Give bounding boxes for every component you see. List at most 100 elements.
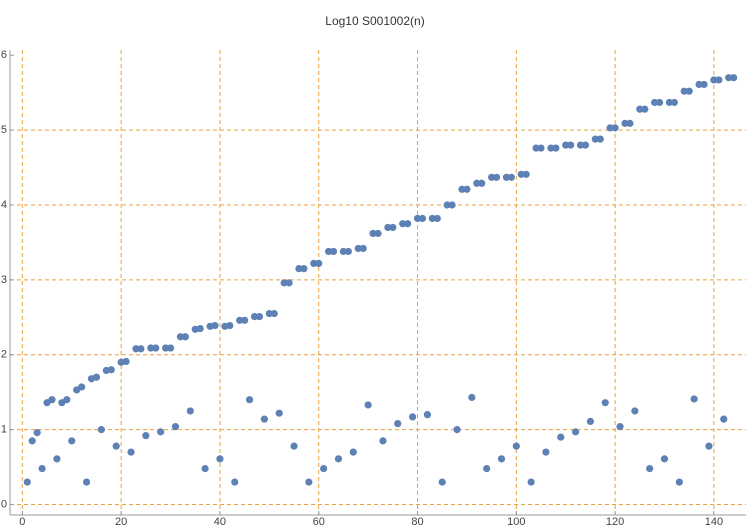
- point: [28, 437, 36, 445]
- point: [280, 279, 288, 287]
- x-tick-label: 60: [313, 516, 325, 528]
- point: [137, 345, 145, 353]
- x-tick-label: 20: [115, 516, 127, 528]
- point: [660, 455, 669, 463]
- point: [112, 442, 120, 450]
- point: [715, 76, 723, 84]
- point: [38, 464, 46, 473]
- point: [315, 259, 323, 268]
- point: [394, 420, 402, 428]
- point: [186, 407, 194, 415]
- point: [532, 144, 540, 152]
- y-tick-label: 5: [1, 124, 7, 136]
- point: [478, 179, 486, 187]
- point: [626, 119, 634, 127]
- point: [567, 141, 575, 149]
- point: [176, 333, 185, 341]
- y-tick-label: 4: [1, 199, 7, 211]
- x-tick-label: 140: [705, 516, 723, 528]
- point: [557, 433, 565, 441]
- point: [547, 144, 555, 152]
- point: [453, 426, 461, 434]
- point: [448, 201, 456, 209]
- point: [374, 229, 382, 238]
- point: [399, 220, 407, 228]
- point: [680, 87, 688, 95]
- point: [127, 448, 135, 456]
- point: [196, 324, 204, 333]
- point: [359, 244, 367, 253]
- point: [408, 413, 417, 421]
- point: [413, 214, 422, 223]
- point: [329, 247, 338, 256]
- point: [255, 312, 264, 321]
- point: [665, 98, 674, 107]
- point: [241, 316, 249, 324]
- point: [423, 411, 431, 419]
- point: [730, 74, 738, 82]
- point: [473, 179, 481, 187]
- point: [78, 383, 86, 391]
- point: [586, 417, 595, 426]
- point: [265, 309, 273, 318]
- point: [334, 455, 343, 463]
- point: [581, 141, 590, 149]
- point: [458, 185, 466, 193]
- point: [468, 393, 476, 402]
- point: [107, 366, 115, 374]
- point: [675, 478, 683, 486]
- point: [433, 214, 441, 223]
- point: [591, 135, 599, 143]
- x-tick-label: 80: [411, 516, 423, 528]
- point: [527, 478, 535, 486]
- point: [211, 321, 219, 330]
- point: [147, 344, 155, 352]
- point: [122, 357, 130, 366]
- point: [483, 464, 491, 473]
- point: [685, 87, 693, 95]
- point: [562, 141, 570, 149]
- point: [690, 395, 698, 403]
- point: [670, 98, 678, 107]
- point: [53, 455, 61, 463]
- point: [250, 312, 259, 321]
- y-tick-label: 6: [1, 49, 7, 61]
- x-tick-label: 40: [214, 516, 226, 528]
- point: [384, 223, 392, 232]
- point: [720, 415, 728, 423]
- x-tick-label: 0: [19, 516, 25, 528]
- point: [606, 124, 614, 132]
- point: [339, 247, 348, 256]
- point: [236, 316, 244, 324]
- point: [349, 448, 357, 456]
- point: [245, 396, 254, 404]
- point: [290, 442, 298, 450]
- point: [270, 309, 278, 318]
- point: [705, 442, 713, 450]
- point: [542, 448, 550, 456]
- chart-title: Log10 S001002(n): [325, 14, 424, 28]
- point: [522, 170, 530, 178]
- point: [152, 344, 160, 352]
- x-tick-label: 100: [507, 516, 525, 528]
- point: [497, 455, 506, 463]
- point: [418, 214, 427, 223]
- point: [226, 321, 234, 330]
- point: [507, 173, 515, 181]
- point: [260, 415, 268, 423]
- point: [379, 437, 387, 445]
- point: [700, 80, 708, 89]
- point: [636, 105, 644, 113]
- point: [621, 119, 629, 127]
- point: [517, 170, 525, 178]
- point: [295, 265, 303, 273]
- point: [275, 409, 283, 417]
- point: [601, 399, 609, 407]
- point: [310, 259, 318, 268]
- point: [300, 265, 308, 273]
- y-tick-label: 1: [1, 424, 7, 436]
- point: [463, 185, 471, 193]
- point: [389, 223, 397, 232]
- point: [63, 396, 71, 404]
